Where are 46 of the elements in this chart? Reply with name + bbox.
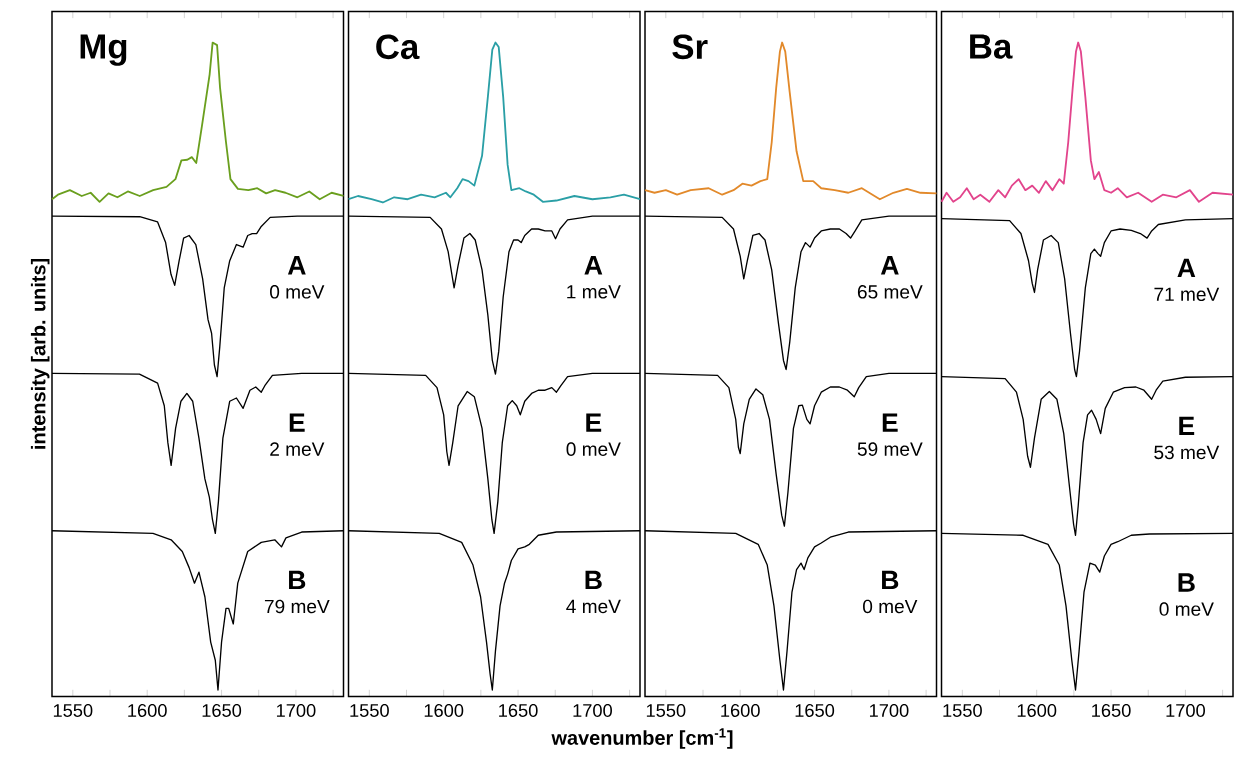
x-tick-label: 1650 xyxy=(202,704,242,717)
annotation: 59 meV xyxy=(857,442,923,456)
annotation: B xyxy=(289,570,306,590)
chart-title: Mg xyxy=(80,34,127,66)
chart-title: Ba xyxy=(970,34,1013,59)
annotation: B xyxy=(1178,573,1195,592)
x-tick-label: 1550 xyxy=(943,704,982,717)
annotation: A xyxy=(584,256,603,275)
annotation: 79 meV xyxy=(264,599,330,614)
annotation: 71 meV xyxy=(1154,287,1220,302)
annotation: E xyxy=(882,413,898,432)
x-tick-label: 1700 xyxy=(573,704,612,717)
annotation: 53 meV xyxy=(1154,445,1220,460)
annotation: E xyxy=(586,413,602,432)
y-axis-title: intensity [arb. units] xyxy=(30,258,50,449)
chart-title: Ca xyxy=(376,34,420,60)
annotation: A xyxy=(287,256,306,275)
x-tick-label: 1600 xyxy=(721,704,760,717)
annotation: 0 meV xyxy=(863,599,918,614)
x-tick-label: 1600 xyxy=(1017,704,1057,717)
x-tick-label: 1700 xyxy=(276,704,316,717)
x-tick-label: 1650 xyxy=(795,704,835,717)
x-tick-label: 1600 xyxy=(424,704,464,717)
x-tick-label: 1650 xyxy=(499,704,538,717)
x-tick-label: 1550 xyxy=(646,704,686,717)
annotation: E xyxy=(289,413,305,432)
annotation: 0 meV xyxy=(566,442,621,456)
x-tick-label: 1550 xyxy=(350,704,389,717)
annotation: 65 meV xyxy=(857,285,923,299)
x-tick-label: 1700 xyxy=(1166,704,1205,717)
annotation: 4 meV xyxy=(566,599,621,614)
chart-title: Sr xyxy=(672,34,708,60)
annotation: A xyxy=(1177,258,1196,277)
annotation: E xyxy=(1179,416,1195,435)
x-axis-title: wavenumber [cm$^{-1}$] xyxy=(551,728,733,749)
x-tick-label: 1700 xyxy=(869,704,909,717)
annotation: 0 meV xyxy=(1159,602,1214,616)
annotation: 2 meV xyxy=(270,442,325,456)
x-tick-label: 1600 xyxy=(128,704,167,717)
annotation: A xyxy=(880,256,899,275)
annotation: 1 meV xyxy=(567,285,621,299)
annotation: B xyxy=(585,570,602,590)
annotation: B xyxy=(882,570,899,590)
annotation: 0 meV xyxy=(270,285,325,299)
x-tick-label: 1650 xyxy=(1092,704,1131,717)
x-tick-label: 1550 xyxy=(53,704,93,717)
